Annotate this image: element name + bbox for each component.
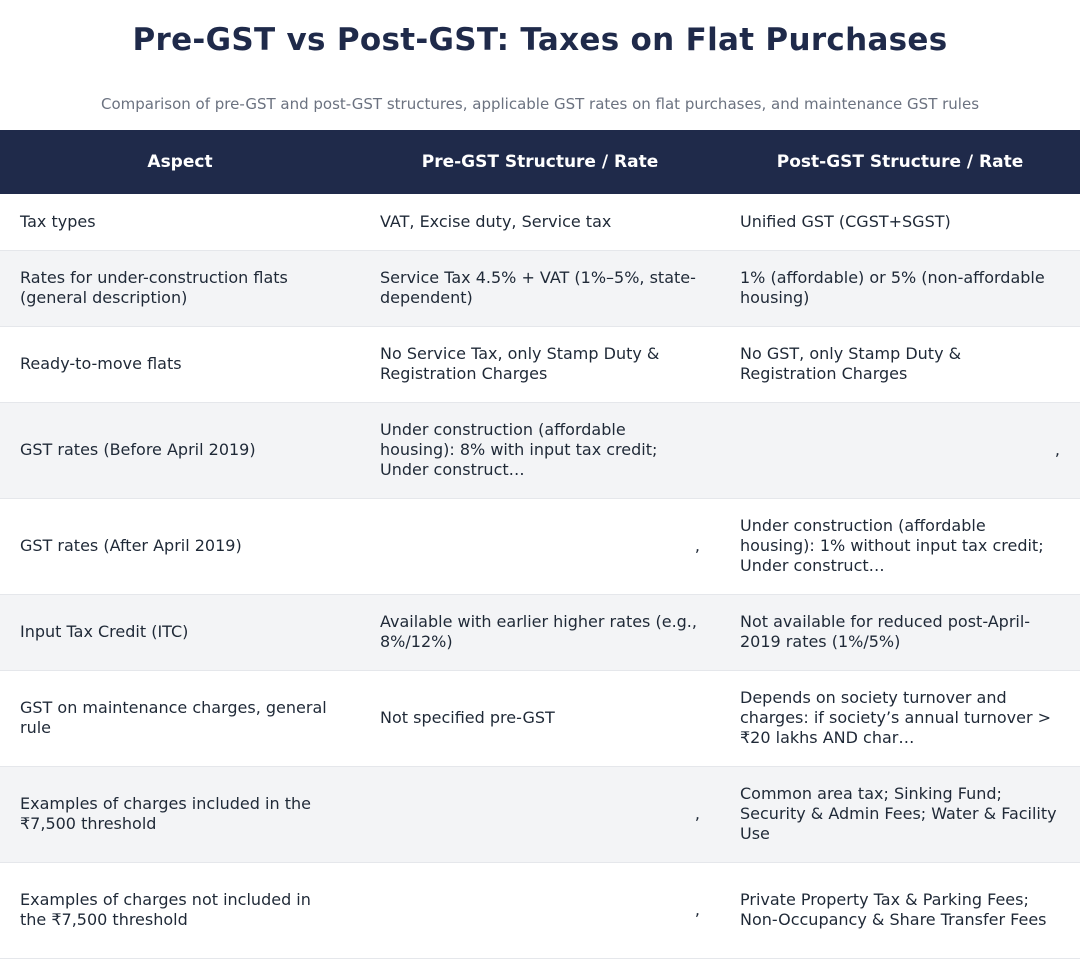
pre-gst-cell: Available with earlier higher rates (e.g… xyxy=(380,612,697,651)
post-gst-text: Depends on society turnover and charges:… xyxy=(740,688,1052,747)
pre-gst-cell: No Service Tax, only Stamp Duty & Regist… xyxy=(380,344,660,383)
table-row: Examples of charges not included in the … xyxy=(0,862,1080,958)
aspect-cell: GST rates (After April 2019) xyxy=(20,536,242,555)
post-gst-cell: No GST, only Stamp Duty & Registration C… xyxy=(740,344,962,383)
table-body: Tax types VAT, Excise duty, Service tax … xyxy=(0,194,1080,958)
table-row: Rates for under-construction flats (gene… xyxy=(0,250,1080,326)
page-subtitle: Comparison of pre-GST and post-GST struc… xyxy=(100,95,980,113)
pre-gst-cell: , xyxy=(694,900,700,919)
table-row: GST on maintenance charges, general rule… xyxy=(0,670,1080,766)
aspect-cell: Input Tax Credit (ITC) xyxy=(20,622,189,641)
table-row: GST rates (After April 2019) , Under con… xyxy=(0,498,1080,594)
table-row: Input Tax Credit (ITC) Available with ea… xyxy=(0,594,1080,670)
post-gst-cell: Not available for reduced post-April-201… xyxy=(740,612,1031,651)
table-row: GST rates (Before April 2019) Under cons… xyxy=(0,402,1080,498)
pre-gst-cell: VAT, Excise duty, Service tax xyxy=(380,211,612,231)
post-gst-cell: Common area tax; Sinking Fund; Security … xyxy=(740,784,1057,843)
post-gst-cell: Unified GST (CGST+SGST) xyxy=(740,211,951,231)
pre-gst-cell: Service Tax 4.5% + VAT (1%–5%, state-dep… xyxy=(380,268,696,307)
table-row: Examples of charges included in the ₹7,5… xyxy=(0,766,1080,862)
column-header-post-gst: Post-GST Structure / Rate xyxy=(776,152,1024,172)
post-gst-cell: , xyxy=(1054,440,1060,459)
pre-gst-cell: , xyxy=(694,536,700,555)
post-gst-cell: Depends on society turnover and charges:… xyxy=(720,670,1080,766)
aspect-cell: Tax types xyxy=(20,211,96,231)
aspect-cell: Rates for under-construction flats (gene… xyxy=(20,268,288,307)
column-header-pre-gst: Pre-GST Structure / Rate xyxy=(421,152,659,172)
post-gst-cell: Under construction (affordable housing):… xyxy=(720,498,1080,594)
comparison-table: Aspect Pre-GST Structure / Rate Post-GST… xyxy=(0,130,1080,959)
pre-gst-cell: , xyxy=(694,804,700,823)
post-gst-cell: Private Property Tax & Parking Fees; Non… xyxy=(740,890,1047,929)
table-header: Aspect Pre-GST Structure / Rate Post-GST… xyxy=(0,130,1080,194)
aspect-cell: Examples of charges included in the ₹7,5… xyxy=(20,794,311,833)
aspect-cell: Examples of charges not included in the … xyxy=(20,890,311,929)
table-header-row: Aspect Pre-GST Structure / Rate Post-GST… xyxy=(0,130,1080,194)
aspect-cell: Ready-to-move flats xyxy=(20,354,182,373)
column-header-aspect: Aspect xyxy=(147,152,213,172)
table-row: Tax types VAT, Excise duty, Service tax … xyxy=(0,194,1080,250)
aspect-cell: GST rates (Before April 2019) xyxy=(20,440,256,459)
table-row: Ready-to-move flats No Service Tax, only… xyxy=(0,326,1080,402)
pre-gst-text: Under construction (affordable housing):… xyxy=(380,420,658,479)
page-title: Pre-GST vs Post-GST: Taxes on Flat Purch… xyxy=(132,22,948,58)
pre-gst-cell: Under construction (affordable housing):… xyxy=(360,402,720,498)
aspect-cell: GST on maintenance charges, general rule xyxy=(20,698,327,737)
post-gst-cell: 1% (affordable) or 5% (non-affordable ho… xyxy=(740,268,1045,307)
pre-gst-cell: Not specified pre-GST xyxy=(380,708,555,727)
post-gst-text: Under construction (affordable housing):… xyxy=(740,516,1044,575)
